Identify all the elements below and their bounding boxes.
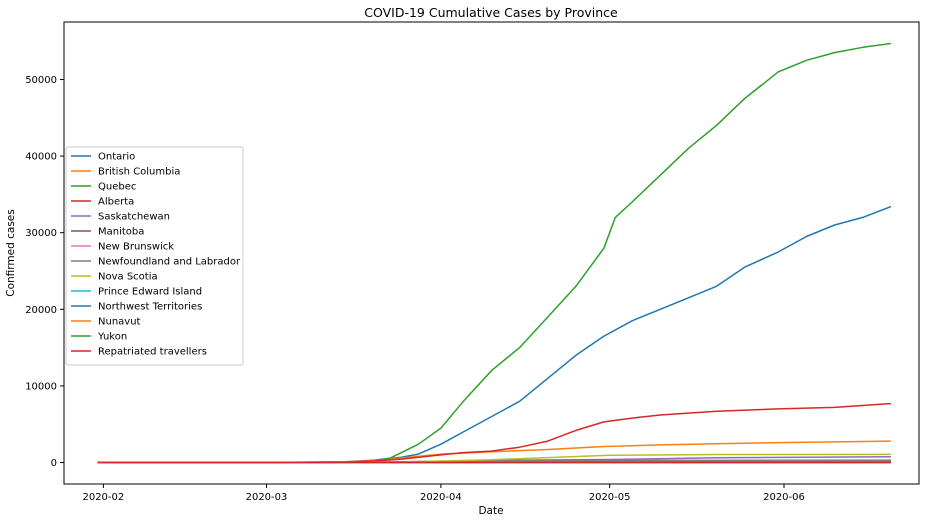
legend-label: Nunavut (98, 317, 141, 328)
legend-label: Saskatchewan (98, 212, 170, 223)
y-tick-label: 10000 (25, 381, 57, 392)
legend-label: Yukon (97, 332, 127, 343)
y-axis: 0 10000 20000 30000 40000 50000 (25, 75, 64, 469)
x-tick-label: 2020-02 (82, 492, 124, 503)
legend-box (65, 146, 244, 366)
series-line-3 (97, 42, 892, 464)
legend-label: Newfoundland and Labrador (98, 257, 241, 268)
y-tick-label: 40000 (25, 152, 57, 163)
legend-label: New Brunswick (98, 242, 174, 253)
legend-label: Northwest Territories (98, 302, 202, 313)
plot-frame (63, 21, 920, 485)
y-axis-title: Confirmed cases (5, 209, 17, 296)
x-tick-label: 2020-03 (246, 492, 288, 503)
legend-label: Repatriated travellers (98, 347, 207, 358)
legend: Ontario British Columbia Quebec Alberta Sask… (65, 146, 244, 366)
y-tick-label: 30000 (25, 228, 57, 239)
legend-label: Nova Scotia (98, 272, 158, 283)
legend-label: Quebec (98, 182, 136, 193)
y-tick-label: 50000 (25, 75, 57, 86)
y-tick-label: 0 (51, 458, 57, 469)
legend-label: Alberta (98, 197, 134, 208)
chart-title: COVID-19 Cumulative Cases by Province (364, 5, 618, 20)
y-tick-label: 20000 (25, 305, 57, 316)
x-tick-label: 2020-04 (420, 492, 462, 503)
legend-label: Ontario (98, 152, 135, 163)
x-axis: 2020-02 2020-03 2020-04 2020-05 2020-06 (82, 484, 805, 503)
legend-label: Prince Edward Island (98, 287, 202, 298)
legend-label: British Columbia (98, 167, 180, 178)
x-tick-label: 2020-06 (763, 492, 805, 503)
legend-label: Manitoba (98, 227, 144, 238)
series-line-4 (97, 402, 891, 464)
x-axis-title: Date (478, 505, 503, 517)
plot-lines (97, 42, 892, 464)
x-tick-label: 2020-05 (589, 492, 631, 503)
